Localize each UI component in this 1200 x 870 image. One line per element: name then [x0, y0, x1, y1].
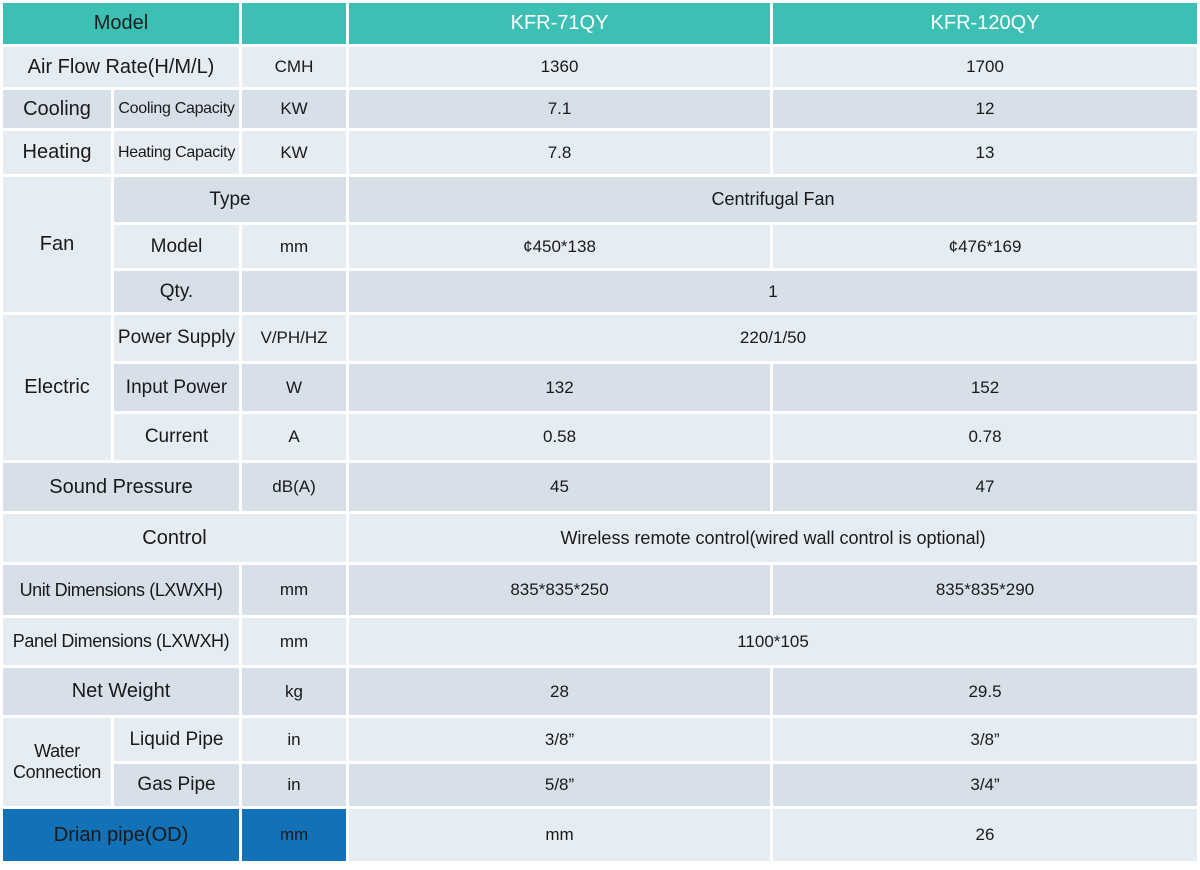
current-value-1: 0.58: [349, 414, 771, 460]
fan-model-value-1: ¢450*138: [349, 225, 771, 268]
row-power-supply: Electric Power Supply V/PH/HZ 220/1/50: [3, 315, 1198, 460]
row-net-weight: Net Weight kg 28 29.5: [3, 668, 1198, 715]
current-label: Current: [114, 414, 240, 460]
header-unit-cell: [242, 3, 347, 44]
cooling-unit: KW: [242, 90, 347, 128]
row-fan-type: Fan Type Centrifugal Fan: [3, 177, 1198, 312]
row-unit-dimensions: Unit Dimensions (LXWXH) mm 835*835*250 8…: [3, 565, 1198, 615]
row-cooling: Cooling Cooling Capacity KW 7.1 12: [3, 90, 1198, 128]
net-weight-label: Net Weight: [3, 668, 240, 715]
heating-capacity-label: Heating Capacity: [114, 131, 240, 174]
header-row: Model KFR-71QY KFR-120QY: [3, 3, 1198, 44]
liquid-pipe-value-1: 3/8”: [349, 718, 771, 761]
row-current: Current A 0.58 0.78: [3, 414, 1198, 460]
heating-group-label: Heating: [3, 131, 111, 174]
input-power-label: Input Power: [114, 364, 240, 411]
air-flow-unit: CMH: [242, 47, 347, 87]
fan-qty-label: Qty.: [114, 271, 240, 312]
net-weight-value-1: 28: [349, 668, 771, 715]
unit-dimensions-value-2: 835*835*290: [773, 565, 1198, 615]
cooling-group-label: Cooling: [3, 90, 111, 128]
electric-group-label: Electric: [3, 315, 111, 460]
panel-dimensions-label: Panel Dimensions (LXWXH): [3, 618, 240, 665]
control-label: Control: [3, 514, 347, 562]
gas-pipe-value-2: 3/4”: [773, 764, 1198, 806]
control-value: Wireless remote control(wired wall contr…: [349, 514, 1198, 562]
fan-model-value-2: ¢476*169: [773, 225, 1198, 268]
unit-dimensions-label: Unit Dimensions (LXWXH): [3, 565, 240, 615]
row-gas-pipe: Gas Pipe in 5/8” 3/4”: [3, 764, 1198, 806]
fan-qty-unit: [242, 271, 347, 312]
input-power-value-2: 152: [773, 364, 1198, 411]
cooling-value-1: 7.1: [349, 90, 771, 128]
panel-dimensions-value: 1100*105: [349, 618, 1198, 665]
row-air-flow: Air Flow Rate(H/M/L) CMH 1360 1700: [3, 47, 1198, 87]
row-panel-dimensions: Panel Dimensions (LXWXH) mm 1100*105: [3, 618, 1198, 665]
header-model-kfr71qy: KFR-71QY: [349, 3, 771, 44]
power-supply-label: Power Supply: [114, 315, 240, 361]
row-control: Control Wireless remote control(wired wa…: [3, 514, 1198, 562]
row-sound-pressure: Sound Pressure dB(A) 45 47: [3, 463, 1198, 511]
drain-pipe-value-1: mm: [349, 809, 771, 861]
input-power-value-1: 132: [349, 364, 771, 411]
net-weight-unit: kg: [242, 668, 347, 715]
heating-value-1: 7.8: [349, 131, 771, 174]
unit-dimensions-unit: mm: [242, 565, 347, 615]
power-supply-value: 220/1/50: [349, 315, 1198, 361]
sound-pressure-unit: dB(A): [242, 463, 347, 511]
air-flow-value-2: 1700: [773, 47, 1198, 87]
fan-type-label: Type: [114, 177, 347, 222]
fan-model-label: Model: [114, 225, 240, 268]
header-model-label: Model: [3, 3, 240, 44]
row-heating: Heating Heating Capacity KW 7.8 13: [3, 131, 1198, 174]
drain-pipe-value-2: 26: [773, 809, 1198, 861]
row-drain-pipe: Drian pipe(OD) mm mm 26: [3, 809, 1198, 861]
cooling-value-2: 12: [773, 90, 1198, 128]
drain-pipe-unit: mm: [242, 809, 347, 861]
fan-group-label: Fan: [3, 177, 111, 312]
fan-qty-value: 1: [349, 271, 1198, 312]
heating-unit: KW: [242, 131, 347, 174]
current-unit: A: [242, 414, 347, 460]
air-flow-value-1: 1360: [349, 47, 771, 87]
panel-dimensions-unit: mm: [242, 618, 347, 665]
sound-pressure-label: Sound Pressure: [3, 463, 240, 511]
row-fan-qty: Qty. 1: [3, 271, 1198, 312]
unit-dimensions-value-1: 835*835*250: [349, 565, 771, 615]
gas-pipe-label: Gas Pipe: [114, 764, 240, 806]
power-supply-unit: V/PH/HZ: [242, 315, 347, 361]
fan-type-value: Centrifugal Fan: [349, 177, 1198, 222]
sound-pressure-value-2: 47: [773, 463, 1198, 511]
header-model-kfr120qy: KFR-120QY: [773, 3, 1198, 44]
liquid-pipe-label: Liquid Pipe: [114, 718, 240, 761]
gas-pipe-unit: in: [242, 764, 347, 806]
liquid-pipe-unit: in: [242, 718, 347, 761]
air-flow-label: Air Flow Rate(H/M/L): [3, 47, 240, 87]
input-power-unit: W: [242, 364, 347, 411]
sound-pressure-value-1: 45: [349, 463, 771, 511]
gas-pipe-value-1: 5/8”: [349, 764, 771, 806]
cooling-capacity-label: Cooling Capacity: [114, 90, 240, 128]
heating-value-2: 13: [773, 131, 1198, 174]
fan-model-unit: mm: [242, 225, 347, 268]
drain-pipe-label: Drian pipe(OD): [3, 809, 240, 861]
net-weight-value-2: 29.5: [773, 668, 1198, 715]
current-value-2: 0.78: [773, 414, 1198, 460]
water-connection-group-label: Water Connection: [3, 718, 111, 806]
row-liquid-pipe: Water Connection Liquid Pipe in 3/8” 3/8…: [3, 718, 1198, 806]
liquid-pipe-value-2: 3/8”: [773, 718, 1198, 761]
row-fan-model: Model mm ¢450*138 ¢476*169: [3, 225, 1198, 268]
row-input-power: Input Power W 132 152: [3, 364, 1198, 411]
